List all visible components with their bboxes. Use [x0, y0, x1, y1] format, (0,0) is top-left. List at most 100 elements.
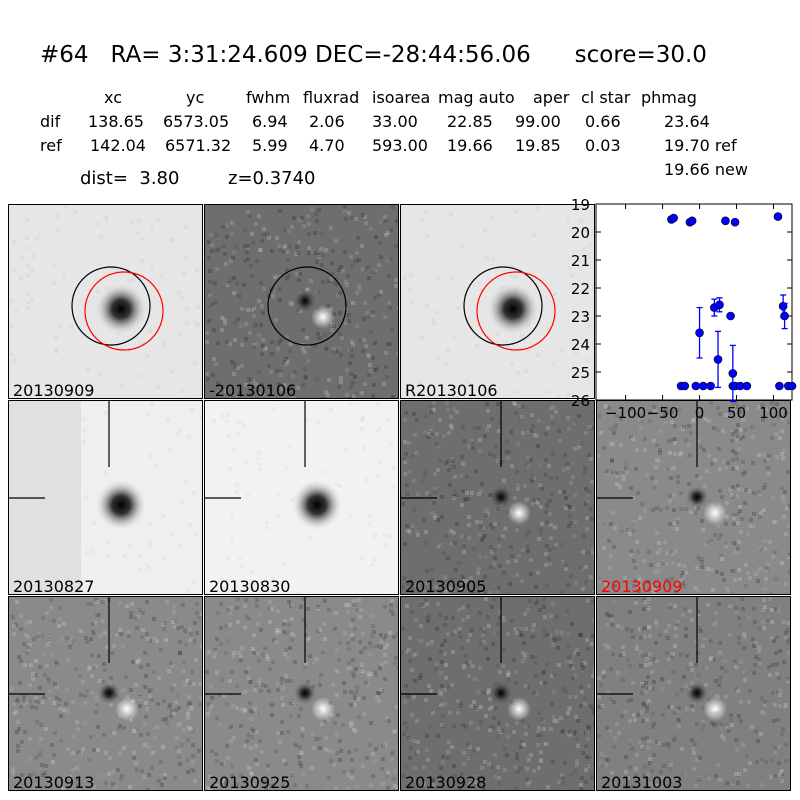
- data-point: [726, 311, 735, 321]
- panel-date-label: 20130827: [13, 577, 95, 595]
- panel-date-label: 20130909: [601, 577, 683, 595]
- negative-residual: [489, 485, 513, 509]
- y-tick-label: 26: [571, 392, 590, 410]
- table-cell: 5.99: [252, 136, 288, 155]
- data-point: [787, 381, 797, 391]
- positive-residual: [703, 697, 727, 721]
- panel-date-label: 20130928: [405, 773, 487, 791]
- negative-residual: [293, 289, 317, 313]
- data-point: [695, 328, 704, 338]
- cutout-panel: -20130106: [204, 204, 399, 399]
- reference-aperture-circle: [463, 266, 543, 346]
- cutout-panel: 20130905: [400, 400, 595, 595]
- data-point: [775, 381, 784, 391]
- y-tick-label: 24: [571, 336, 590, 354]
- cutout-panel: 20130909: [596, 400, 791, 595]
- y-tick-label: 22: [571, 280, 590, 298]
- panel-date-label: 20130905: [405, 577, 487, 595]
- table-cell: 33.00: [372, 112, 418, 131]
- table-cell: 23.64: [664, 112, 710, 131]
- y-tick-label: 21: [571, 252, 590, 270]
- source-blob: [95, 479, 147, 531]
- data-point: [742, 381, 752, 391]
- new-mag-value: 19.66 new: [664, 160, 748, 179]
- x-tick-label: 100: [759, 404, 788, 422]
- panel-date-label: 20130913: [13, 773, 95, 791]
- data-point: [680, 381, 690, 391]
- data-point: [713, 355, 723, 364]
- table-cell: 99.00: [515, 112, 561, 131]
- positive-residual: [115, 697, 139, 721]
- source-blob: [95, 283, 147, 335]
- positive-residual: [703, 501, 727, 525]
- x-tick-label: 50: [727, 404, 746, 422]
- reference-aperture-circle: [267, 266, 347, 346]
- ref-row-label: ref: [40, 136, 62, 155]
- negative-residual: [685, 485, 709, 509]
- table-cell: 6573.05: [163, 112, 230, 131]
- column-header: yc: [186, 88, 205, 107]
- y-tick-label: 23: [571, 308, 590, 326]
- table-cell: 0.03: [585, 136, 621, 155]
- positive-residual: [311, 305, 335, 329]
- negative-residual: [97, 681, 121, 705]
- table-cell: 19.85: [515, 136, 561, 155]
- table-cell: 593.00: [372, 136, 428, 155]
- data-point: [687, 216, 697, 226]
- cutout-panel: 20130928: [400, 596, 595, 791]
- column-header: cl star: [581, 88, 631, 107]
- dif-row-label: dif: [40, 112, 61, 131]
- column-header: isoarea: [372, 88, 431, 107]
- data-point: [669, 213, 678, 223]
- table-cell: 6.94: [252, 112, 288, 131]
- panel-date-label: 20130909: [13, 381, 95, 399]
- panel-date-label: 20131003: [601, 773, 683, 791]
- column-header: mag auto: [438, 88, 515, 107]
- y-tick-label: 19: [571, 196, 590, 214]
- candidate-title: #64 RA= 3:31:24.609 DEC=-28:44:56.06 sco…: [40, 42, 707, 68]
- x-tick-label: −50: [647, 404, 679, 422]
- table-cell: 6571.32: [165, 136, 232, 155]
- panel-date-label: -20130106: [209, 381, 297, 399]
- cutout-panel: 20130913: [8, 596, 203, 791]
- y-tick-label: 20: [571, 224, 590, 242]
- cutout-panel: R20130106: [400, 204, 595, 399]
- panel-date-label: 20130925: [209, 773, 291, 791]
- y-tick-label: 25: [571, 364, 590, 382]
- table-cell: 19.66: [447, 136, 493, 155]
- table-cell: 138.65: [88, 112, 144, 131]
- x-tick-label: 0: [695, 404, 705, 422]
- column-header: aper: [533, 88, 570, 107]
- data-point: [715, 300, 724, 310]
- column-header: xc: [104, 88, 122, 107]
- panel-date-label: R20130106: [405, 381, 498, 399]
- cutout-panel: 20130925: [204, 596, 399, 791]
- data-point: [691, 381, 701, 391]
- negative-residual: [685, 681, 709, 705]
- data-point: [773, 212, 783, 221]
- data-point: [730, 217, 740, 227]
- table-cell: 4.70: [309, 136, 345, 155]
- negative-residual: [293, 681, 317, 705]
- positive-residual: [507, 501, 531, 525]
- detection-aperture-circle: [84, 271, 164, 351]
- redshift-value: z=0.3740: [228, 168, 316, 189]
- positive-residual: [507, 697, 531, 721]
- plot-area: [595, 203, 793, 401]
- cutout-panel: 20130827: [8, 400, 203, 595]
- data-point: [780, 311, 789, 321]
- table-cell: 0.66: [585, 112, 621, 131]
- table-cell: 22.85: [447, 112, 493, 131]
- data-point: [721, 216, 730, 226]
- data-point: [728, 369, 738, 378]
- panel-date-label: 20130830: [209, 577, 291, 595]
- table-cell: 2.06: [309, 112, 345, 131]
- table-cell: 142.04: [90, 136, 146, 155]
- reference-aperture-circle: [71, 266, 151, 346]
- cutout-panel: 20130830: [204, 400, 399, 595]
- light-curve-plot: 19 20 21 22 23 24 25 26 −100 −50 0 50 100: [571, 196, 797, 422]
- column-header: fluxrad: [303, 88, 360, 107]
- cutout-panel: 20130909: [8, 204, 203, 399]
- source-blob: [487, 283, 539, 335]
- cutout-panel: 20131003: [596, 596, 791, 791]
